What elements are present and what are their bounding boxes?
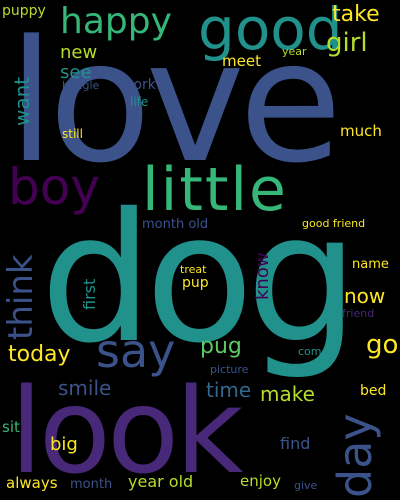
word-big: big [50,434,78,455]
word-think: think [1,254,41,340]
word-girl: girl [326,28,368,58]
word-beagle: beagle [62,79,100,92]
word-meet: meet [222,52,261,70]
word-sit: sit [2,418,20,436]
word-month-old: month old [142,217,209,232]
word-know: know [252,252,273,300]
word-still: still [62,127,83,141]
word-treat: treat [180,263,207,276]
word-good: good [198,0,343,63]
word-month: month [70,477,113,492]
word-first: first [80,278,99,310]
word-time: time [206,378,252,402]
word-name: name [352,257,389,272]
word-work: work [122,77,156,93]
word-now: now [344,284,386,308]
word-give: give [294,479,318,492]
word-take: take [332,2,380,27]
word-need: need [282,149,310,162]
word-new: new [60,42,98,63]
word-good-friend: good friend [302,217,366,230]
word-little: little [142,155,288,225]
word-look: look [10,362,244,500]
word-say: say [96,324,176,378]
word-smile: smile [58,376,112,400]
word-go: go [366,330,399,360]
word-dog: dog [40,175,359,382]
word-pug: pug [200,334,242,359]
word-pup: pup [182,275,209,291]
word-always: always [6,474,58,492]
word-life: life [130,95,149,109]
word-happy: happy [60,1,172,42]
word-enjoy: enjoy [240,472,281,490]
word-today: today [8,342,71,367]
word-find: find [280,434,311,453]
word-bed: bed [360,383,387,399]
word-come: come [298,345,329,358]
word-year-old: year old [128,472,194,491]
word-friend: friend [342,307,375,320]
word-want: want [10,76,34,126]
word-year: year [282,45,307,58]
word-make: make [260,382,315,406]
word-love: love [8,4,342,200]
word-puppy: puppy [2,3,46,19]
word-picture: picture [210,363,249,376]
word-see: see [60,62,92,83]
word-boy: boy [8,158,100,216]
word-day: day [328,413,382,498]
word-much: much [340,122,382,140]
